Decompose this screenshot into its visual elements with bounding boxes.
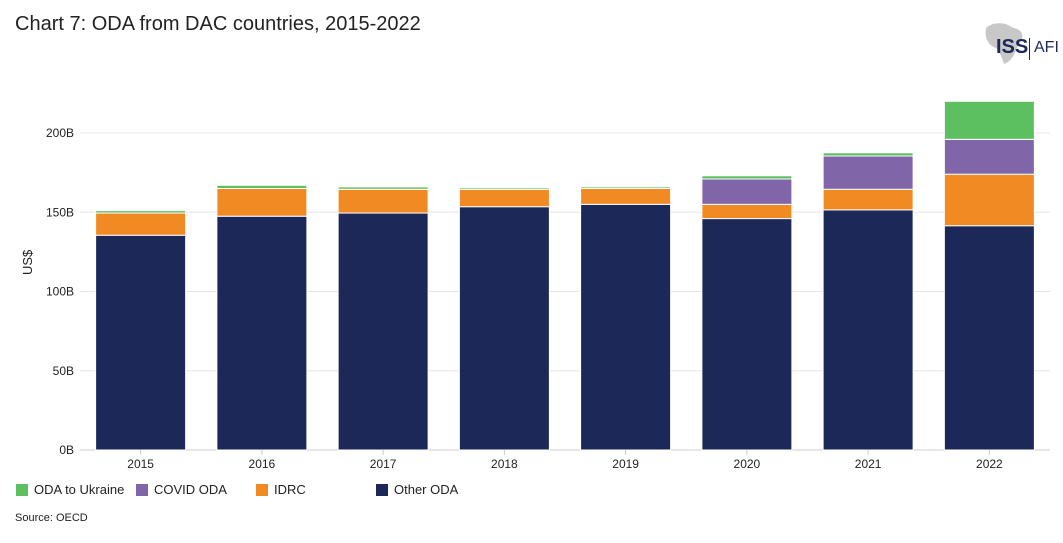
bar-idrc-2017 — [337, 188, 429, 214]
bar-idrc-2015 — [95, 212, 187, 236]
bar-other-2021 — [822, 209, 914, 451]
legend-item-covid[interactable]: COVID ODA — [136, 482, 227, 497]
logo-divider — [1029, 38, 1030, 60]
bar-other-2022 — [943, 225, 1035, 451]
bar-idrc-2021 — [822, 188, 914, 211]
iss-logo: ISS AFI — [978, 20, 1063, 68]
bar-ukraine-2018 — [458, 187, 550, 190]
bar-idrc-2016 — [216, 187, 308, 217]
bar-ukraine-2021 — [822, 152, 914, 157]
x-tick-label: 2016 — [249, 457, 276, 471]
y-tick-label: 100B — [46, 285, 74, 299]
bar-other-2018 — [458, 206, 550, 451]
x-tick-label: 2019 — [612, 457, 639, 471]
bar-other-2019 — [580, 203, 672, 451]
bar-other-2015 — [95, 234, 187, 451]
bar-ukraine-2022 — [943, 100, 1035, 140]
legend-label-other: Other ODA — [394, 482, 459, 497]
x-tick-label: 2017 — [370, 457, 397, 471]
y-tick-label: 200B — [46, 126, 74, 140]
bar-ukraine-2019 — [580, 186, 672, 189]
legend-item-ukraine[interactable]: ODA to Ukraine — [16, 482, 124, 497]
logo-suffix: AFI — [1034, 39, 1059, 56]
y-tick-label: 150B — [46, 205, 74, 219]
legend-swatch-idrc — [256, 483, 268, 496]
legend-item-idrc[interactable]: IDRC — [256, 482, 306, 497]
bar-ukraine-2015 — [95, 210, 187, 214]
x-tick-label: 2020 — [734, 457, 761, 471]
x-tick-label: 2022 — [976, 457, 1003, 471]
bar-ukraine-2016 — [216, 184, 308, 189]
bar-ukraine-2017 — [337, 186, 429, 190]
bar-other-2020 — [701, 218, 793, 451]
legend-swatch-covid — [136, 483, 148, 496]
bar-covid-2020 — [701, 178, 793, 205]
bar-covid-2021 — [822, 155, 914, 190]
legend-label-ukraine: ODA to Ukraine — [34, 482, 125, 497]
africa-map-icon — [985, 23, 1023, 64]
bar-ukraine-2020 — [701, 175, 793, 180]
y-tick-label: 50B — [53, 364, 74, 378]
x-tick-label: 2018 — [491, 457, 518, 471]
legend-label-covid: COVID ODA — [154, 482, 227, 497]
legend-swatch-ukraine — [16, 483, 28, 496]
legend-swatch-other — [376, 483, 388, 496]
bar-idrc-2019 — [580, 187, 672, 205]
bar-idrc-2018 — [458, 188, 550, 208]
logo-text: ISS — [996, 36, 1029, 58]
bar-idrc-2022 — [943, 173, 1035, 227]
legend-label-idrc: IDRC — [274, 482, 306, 497]
bar-covid-2022 — [943, 138, 1035, 175]
source-note: Source: OECD — [15, 512, 88, 524]
x-tick-label: 2021 — [855, 457, 882, 471]
bar-other-2016 — [216, 215, 308, 451]
bar-idrc-2020 — [701, 203, 793, 220]
y-tick-label: 0B — [59, 443, 74, 457]
x-tick-label: 2015 — [127, 457, 154, 471]
bar-other-2017 — [337, 212, 429, 451]
chart-title: Chart 7: ODA from DAC countries, 2015-20… — [15, 13, 421, 35]
legend-item-other[interactable]: Other ODA — [376, 482, 458, 497]
